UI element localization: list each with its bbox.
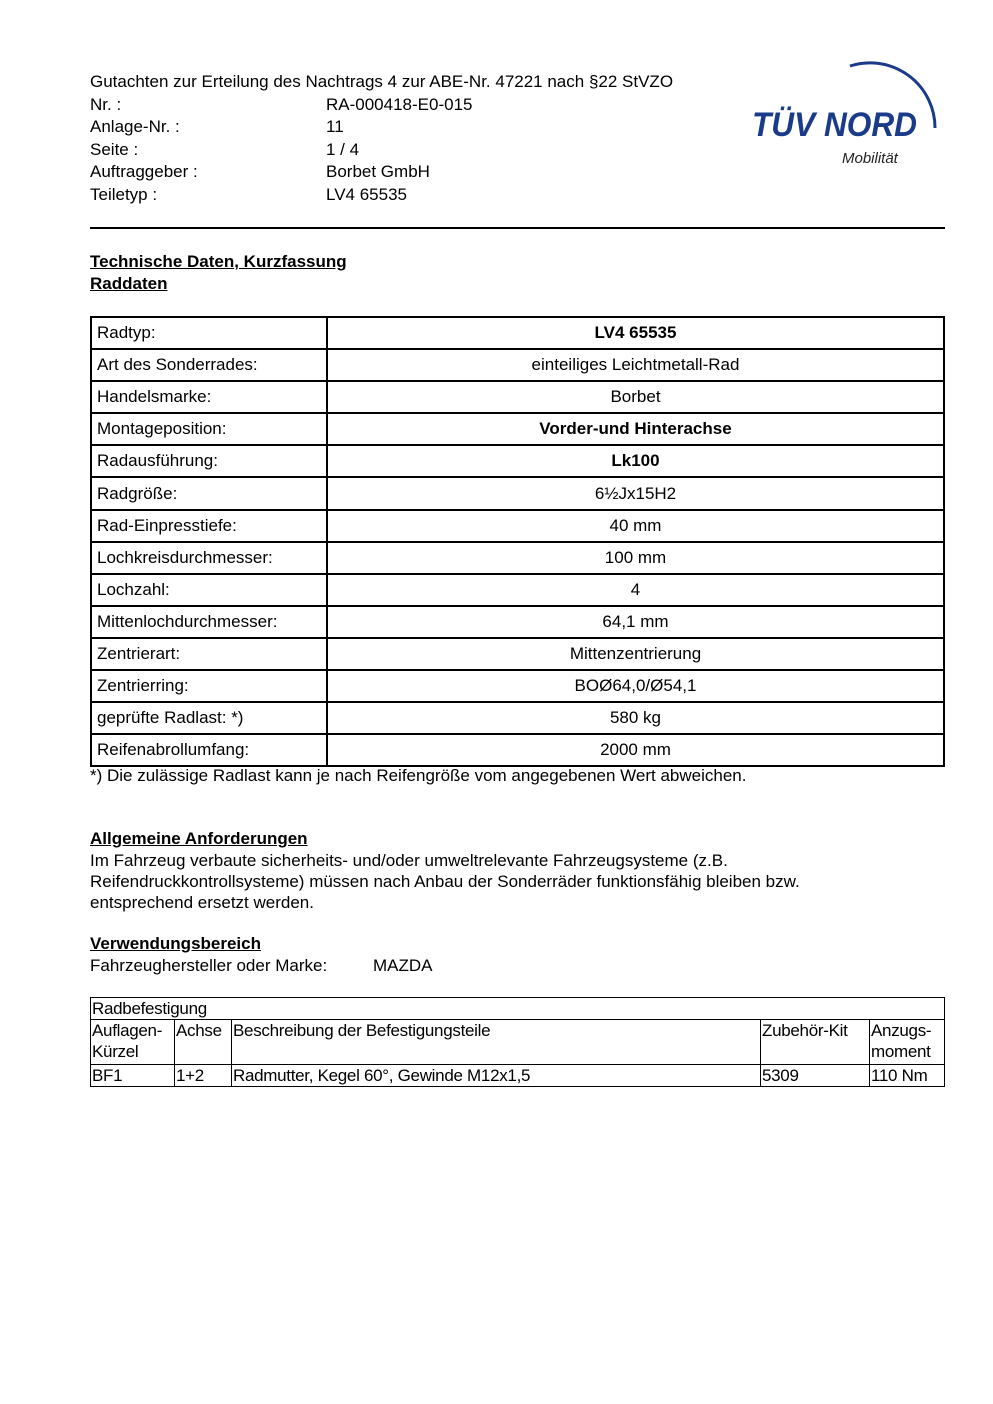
wheel-data-table: Radtyp: LV4 65535 Art des Sonderrades: eint… bbox=[90, 315, 945, 768]
usage-title: Verwendungsbereich bbox=[90, 934, 261, 953]
row-value: 64,1 mm bbox=[326, 604, 945, 639]
header-field: Nr. : RA-000418-E0-015 bbox=[90, 94, 673, 117]
row-value: 6½Jx15H2 bbox=[326, 476, 945, 511]
header-field: Anlage-Nr. : 11 bbox=[90, 116, 673, 139]
document-title: Gutachten zur Erteilung des Nachtrags 4 … bbox=[90, 72, 674, 91]
row-label: Rad-Einpresstiefe: bbox=[90, 508, 328, 543]
row-label: Radgröße: bbox=[90, 476, 328, 511]
section-subtitle: Raddaten bbox=[90, 274, 168, 293]
row-label: Lochkreisdurchmesser: bbox=[90, 540, 328, 575]
table-row: Radausführung: Lk100 bbox=[90, 444, 945, 479]
header-field-value: RA-000418-E0-015 bbox=[326, 94, 473, 114]
row-value: einteiliges Leichtmetall-Rad bbox=[326, 348, 945, 383]
row-label: Art des Sonderrades: bbox=[90, 348, 328, 383]
header-field-label: Auftraggeber : bbox=[90, 162, 198, 181]
section-title: Technische Daten, Kurzfassung bbox=[90, 252, 347, 271]
header-field-value: Borbet GmbH bbox=[326, 162, 430, 181]
header-field-value: 1 / 4 bbox=[326, 139, 360, 159]
table-row: Lochkreisdurchmesser: 100 mm bbox=[90, 540, 945, 575]
header-field-label: Seite : bbox=[90, 139, 139, 159]
table-cell: Radmutter, Kegel 60°, Gewinde M12x1,5 bbox=[231, 1064, 761, 1087]
column-header: Auflagen- Kürzel bbox=[90, 1019, 175, 1065]
row-value: Mittenzentrierung bbox=[326, 636, 945, 672]
table-row: Lochzahl: 4 bbox=[90, 572, 945, 607]
row-label: Radtyp: bbox=[90, 315, 328, 351]
row-value: BOØ64,0/Ø54,1 bbox=[326, 669, 945, 704]
column-header: Anzugs- moment bbox=[869, 1019, 945, 1065]
fixing-title-row: Radbefestigung bbox=[90, 997, 945, 1020]
row-label: Lochzahl: bbox=[90, 572, 328, 607]
row-label: geprüfte Radlast: *) bbox=[90, 701, 328, 736]
table-row: Montageposition: Vorder-und Hinterachse bbox=[90, 412, 945, 447]
fixing-title: Radbefestigung bbox=[90, 997, 945, 1020]
table-cell: BF1 bbox=[90, 1064, 175, 1087]
row-value: Vorder-und Hinterachse bbox=[326, 412, 945, 447]
general-line: Reifendruckkontrollsysteme) müssen nach … bbox=[90, 872, 800, 891]
table-row: Zentrierring: BOØ64,0/Ø54,1 bbox=[90, 669, 945, 704]
row-value: Borbet bbox=[326, 380, 945, 415]
column-header: Beschreibung der Befestigungsteile bbox=[231, 1019, 761, 1065]
row-value: 580 kg bbox=[326, 701, 945, 736]
footnote: *) Die zulässige Radlast kann je nach Re… bbox=[90, 766, 747, 785]
row-value: 4 bbox=[326, 572, 945, 607]
row-label: Montageposition: bbox=[90, 412, 328, 447]
table-row: Mittenlochdurchmesser: 64,1 mm bbox=[90, 604, 945, 639]
row-value: 100 mm bbox=[326, 540, 945, 575]
table-row: BF1 1+2 Radmutter, Kegel 60°, Gewinde M12x… bbox=[90, 1064, 945, 1087]
table-row: geprüfte Radlast: *) 580 kg bbox=[90, 701, 945, 736]
document-header: Gutachten zur Erteilung des Nachtrags 4 … bbox=[90, 71, 673, 206]
header-field-value: 11 bbox=[326, 117, 344, 136]
header-field-label: Nr. : bbox=[90, 94, 122, 114]
table-row: Reifenabrollumfang: 2000 mm bbox=[90, 733, 945, 768]
table-row: Radtyp: LV4 65535 bbox=[90, 315, 945, 351]
row-value: 40 mm bbox=[326, 508, 945, 543]
column-header: Zubehör-Kit bbox=[760, 1019, 870, 1065]
general-title: Allgemeine Anforderungen bbox=[90, 829, 308, 848]
svg-text:TÜV NORD: TÜV NORD bbox=[752, 106, 917, 144]
general-line: Im Fahrzeug verbaute sicherheits- und/od… bbox=[90, 851, 728, 870]
row-label: Radausführung: bbox=[90, 444, 328, 479]
general-text: Im Fahrzeug verbaute sicherheits- und/od… bbox=[90, 850, 800, 913]
table-row: Rad-Einpresstiefe: 40 mm bbox=[90, 508, 945, 543]
tuv-nord-logo: TÜV NORD Mobilität bbox=[750, 48, 950, 173]
header-field: Teiletyp : LV4 65535 bbox=[90, 184, 673, 207]
table-row: Handelsmarke: Borbet bbox=[90, 380, 945, 415]
usage-value: MAZDA bbox=[373, 956, 433, 975]
header-field: Seite : 1 / 4 bbox=[90, 139, 673, 162]
svg-text:Mobilität: Mobilität bbox=[842, 150, 899, 167]
row-label: Zentrierring: bbox=[90, 669, 328, 704]
table-cell: 5309 bbox=[760, 1064, 870, 1087]
fixing-header-row: Auflagen- Kürzel Achse Beschreibung der Be… bbox=[90, 1019, 945, 1065]
usage-label: Fahrzeughersteller oder Marke: bbox=[90, 956, 328, 975]
fixing-table: Radbefestigung Auflagen- Kürzel Achse Besch… bbox=[90, 997, 945, 1087]
row-label: Reifenabrollumfang: bbox=[90, 733, 328, 768]
header-field-label: Teiletyp : bbox=[90, 184, 158, 204]
table-row: Art des Sonderrades: einteiliges Leichtme… bbox=[90, 348, 945, 383]
header-divider bbox=[90, 227, 945, 229]
row-label: Handelsmarke: bbox=[90, 380, 328, 415]
table-row: Radgröße: 6½Jx15H2 bbox=[90, 476, 945, 511]
header-field-value: LV4 65535 bbox=[326, 184, 407, 204]
row-value: 2000 mm bbox=[326, 733, 945, 768]
row-label: Mittenlochdurchmesser: bbox=[90, 604, 328, 639]
column-header: Achse bbox=[174, 1019, 232, 1065]
row-label: Zentrierart: bbox=[90, 636, 328, 672]
table-cell: 110 Nm bbox=[869, 1064, 945, 1087]
row-value: LV4 65535 bbox=[326, 315, 945, 351]
table-row: Zentrierart: Mittenzentrierung bbox=[90, 636, 945, 672]
table-cell: 1+2 bbox=[174, 1064, 232, 1087]
header-field: Auftraggeber : Borbet GmbH bbox=[90, 161, 673, 184]
row-value: Lk100 bbox=[326, 444, 945, 479]
header-field-label: Anlage-Nr. : bbox=[90, 117, 180, 136]
general-line: entsprechend ersetzt werden. bbox=[90, 893, 314, 912]
